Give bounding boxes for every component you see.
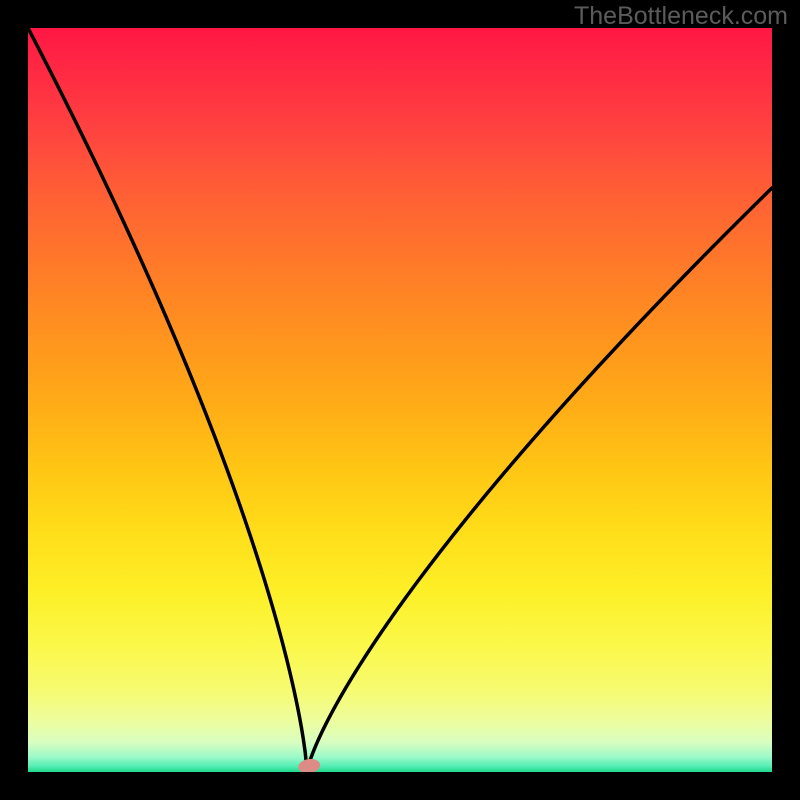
curve-layer [28, 28, 772, 772]
minimum-marker [297, 758, 321, 772]
watermark-text: TheBottleneck.com [574, 2, 788, 31]
plot-area [28, 28, 772, 772]
chart-frame: TheBottleneck.com [0, 0, 800, 800]
bottleneck-curve [28, 28, 772, 770]
